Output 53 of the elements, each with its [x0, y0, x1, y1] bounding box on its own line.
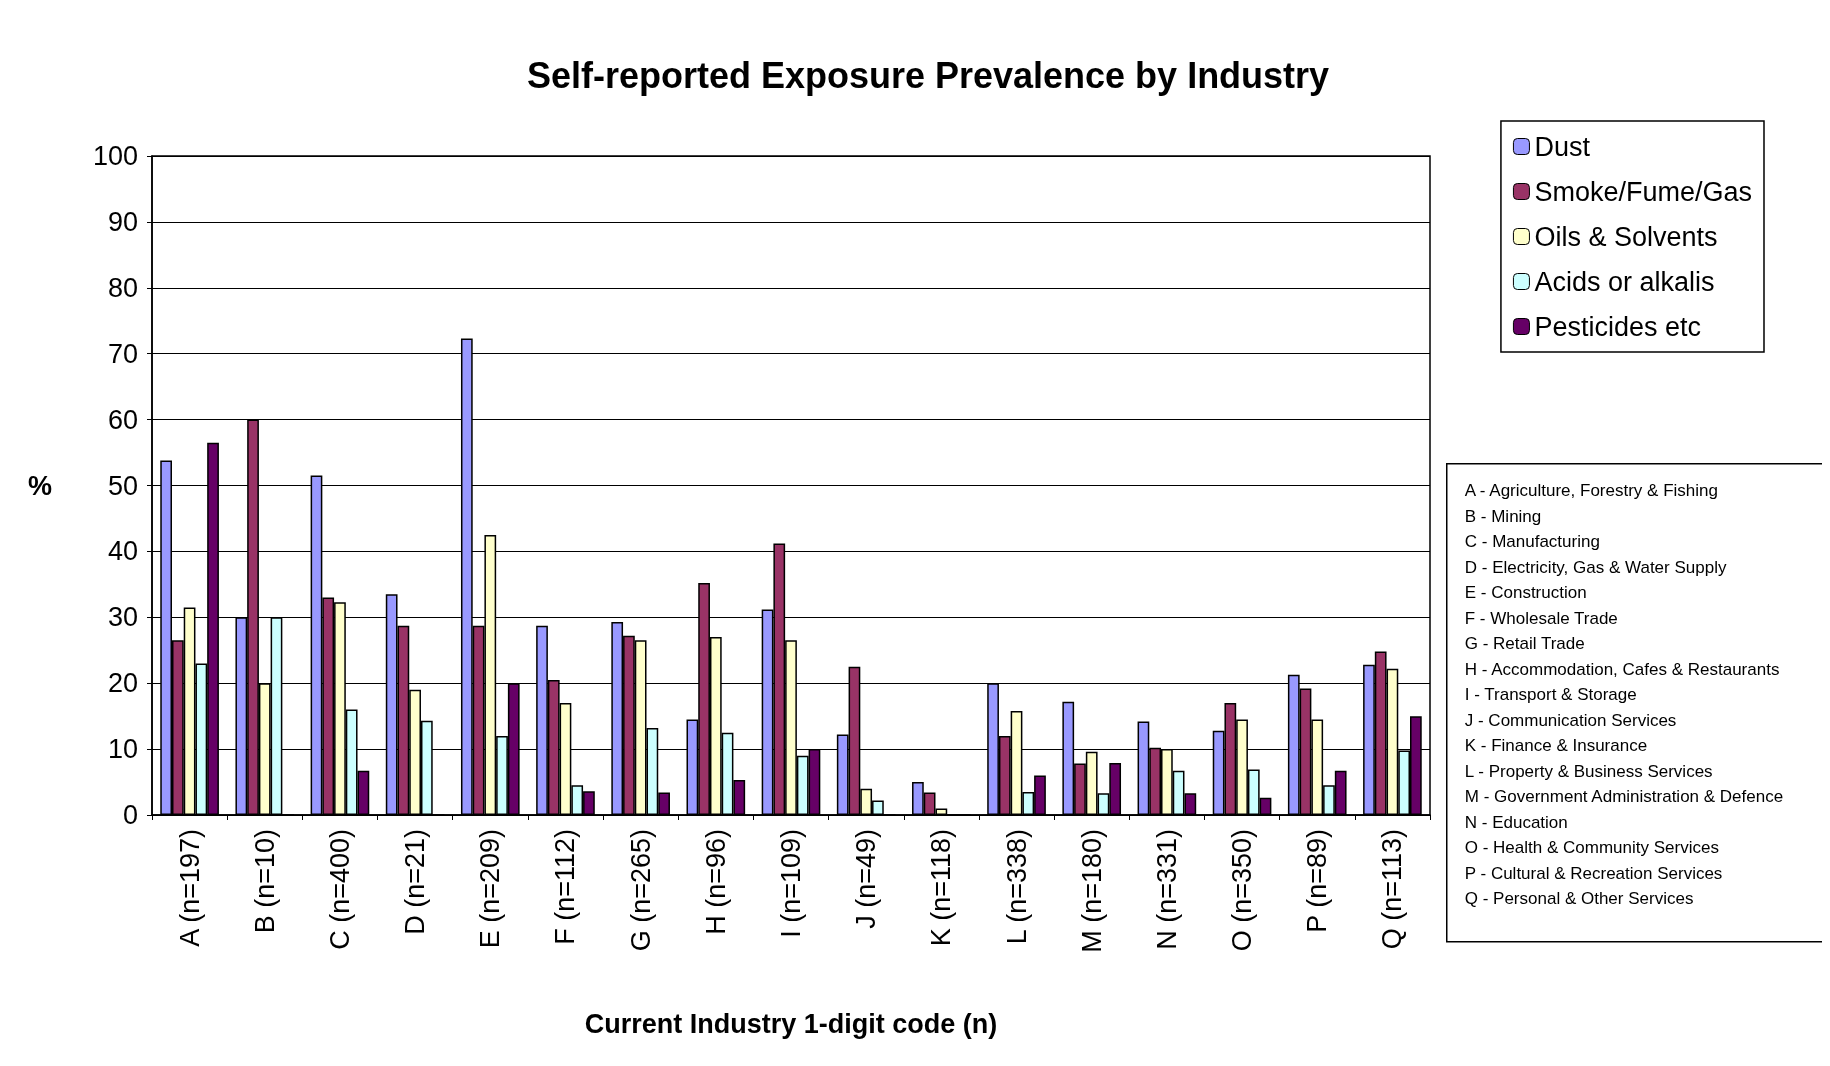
text: E - Construction	[1464, 583, 1587, 602]
x-tick-label: G (n=265)	[625, 829, 656, 952]
x-tick-label: C (n=400)	[324, 829, 355, 950]
x-tick-label: O (n=350)	[1227, 829, 1258, 952]
text: M - Government Administration & Defence	[1464, 787, 1784, 806]
y-tick-label: 60	[107, 404, 138, 435]
text: K - Finance & Insurance	[1464, 736, 1648, 755]
legend-label: Oils & Solvents	[1534, 221, 1718, 252]
x-tick-label: P (n=89)	[1302, 829, 1333, 933]
chart-title: Self-reported Exposure Prevalence by Industry	[526, 54, 1330, 96]
text: C - Manufacturing	[1464, 532, 1600, 551]
text: N - Education	[1464, 812, 1568, 832]
x-tick-label: D (n=21)	[400, 829, 431, 935]
x-tick-label: M (n=180)	[1076, 829, 1107, 953]
x-tick-label: J (n=49)	[851, 829, 882, 929]
text: O - Health & Community Services	[1464, 838, 1719, 857]
x-axis-title: Current Industry 1-digit code (n)	[584, 1008, 998, 1039]
text: D - Electricity, Gas & Water Supply	[1464, 557, 1727, 577]
y-tick-label: 0	[122, 800, 138, 830]
text: J - Communication Services	[1464, 710, 1677, 730]
y-tick-label: 100	[92, 141, 138, 171]
y-tick-label: 80	[107, 272, 138, 303]
legend-label: Smoke/Fume/Gas	[1534, 176, 1753, 207]
y-tick-label: 20	[107, 668, 138, 699]
x-tick-label: H (n=96)	[700, 829, 731, 935]
text: Q - Personal & Other Services	[1464, 889, 1694, 908]
text: L - Property & Business Services	[1464, 761, 1713, 781]
x-tick-label: B (n=10)	[249, 829, 280, 934]
legend-label: Acids or alkalis	[1534, 266, 1715, 297]
x-tick-label: E (n=209)	[475, 829, 506, 949]
legend-label: Pesticides etc	[1534, 311, 1702, 342]
text: P - Cultural & Recreation Services	[1464, 863, 1723, 883]
x-tick-label: A (n=197)	[174, 829, 205, 947]
y-tick-label: 70	[107, 338, 138, 369]
y-tick-label: 30	[107, 602, 138, 633]
legend-label: Dust	[1534, 131, 1591, 162]
text: B - Mining	[1464, 506, 1542, 526]
x-tick-label: Q (n=113)	[1377, 829, 1408, 950]
text: F - Wholesale Trade	[1464, 608, 1618, 628]
x-tick-label: L (n=338)	[1001, 829, 1032, 945]
text: I - Transport & Storage	[1464, 685, 1637, 704]
text: H - Accommodation, Cafes & Restaurants	[1464, 659, 1780, 679]
y-axis-title: %	[27, 470, 52, 501]
text: G - Retail Trade	[1464, 634, 1585, 653]
y-tick-label: 50	[107, 470, 138, 501]
text: A - Agriculture, Forestry & Fishing	[1464, 481, 1718, 500]
y-tick-label: 90	[107, 206, 138, 237]
y-tick-label: 40	[107, 536, 138, 567]
x-tick-label: I (n=109)	[776, 829, 806, 938]
y-tick-label: 10	[107, 734, 138, 765]
x-tick-label: K (n=118)	[926, 829, 957, 947]
x-tick-label: F (n=112)	[550, 829, 581, 945]
x-tick-label: N (n=331)	[1151, 829, 1182, 950]
